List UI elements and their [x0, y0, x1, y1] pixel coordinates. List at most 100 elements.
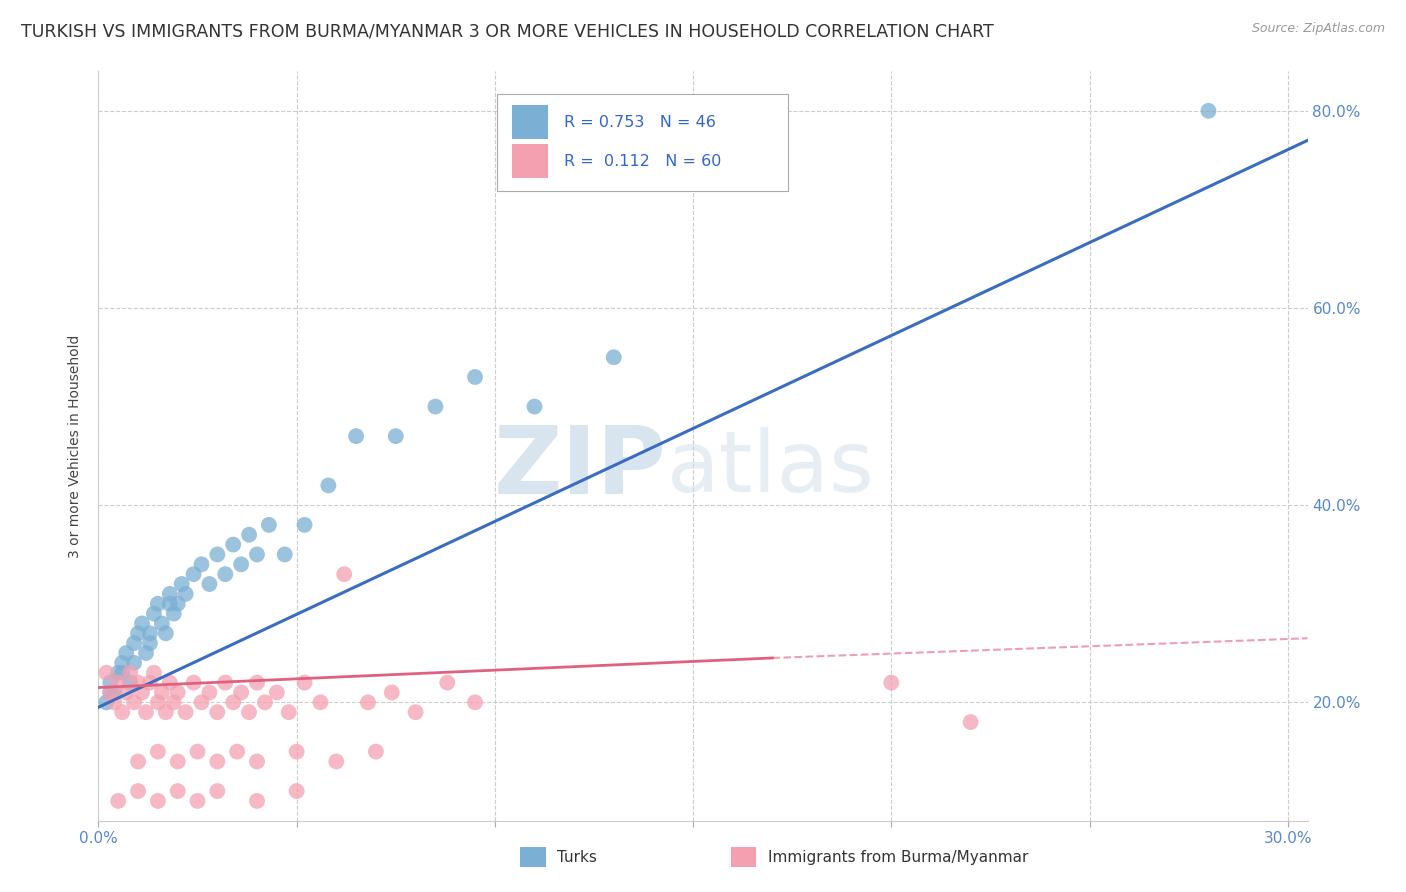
Point [139, 675, 162, 690]
Point [207, 548, 229, 562]
Point [107, 675, 129, 690]
Point [155, 705, 177, 719]
Point [166, 597, 188, 611]
Point [170, 577, 193, 591]
Point [207, 784, 229, 798]
Point [122, 695, 145, 709]
Point [436, 675, 458, 690]
Point [98, 685, 121, 699]
FancyBboxPatch shape [498, 94, 787, 191]
Text: R = 0.753   N = 46: R = 0.753 N = 46 [564, 115, 716, 130]
Point [183, 675, 205, 690]
Point [146, 794, 169, 808]
Point [226, 745, 249, 759]
Point [246, 675, 269, 690]
Point [131, 685, 153, 699]
Point [131, 616, 153, 631]
Text: TURKISH VS IMMIGRANTS FROM BURMA/MYANMAR 3 OR MORE VEHICLES IN HOUSEHOLD CORRELA: TURKISH VS IMMIGRANTS FROM BURMA/MYANMAR… [21, 22, 994, 40]
Point [150, 616, 173, 631]
Text: Immigrants from Burma/Myanmar: Immigrants from Burma/Myanmar [768, 850, 1028, 864]
Point [238, 527, 260, 541]
Point [111, 705, 134, 719]
Point [183, 567, 205, 582]
Point [166, 755, 188, 769]
Point [357, 695, 380, 709]
Point [190, 558, 212, 572]
FancyBboxPatch shape [512, 145, 548, 178]
Point [222, 695, 245, 709]
Point [603, 351, 626, 365]
Point [325, 755, 347, 769]
Point [174, 587, 197, 601]
Point [139, 636, 162, 650]
Point [115, 646, 138, 660]
Point [98, 675, 121, 690]
Point [186, 745, 208, 759]
Point [318, 478, 340, 492]
Point [277, 705, 299, 719]
Point [96, 665, 118, 680]
Point [198, 685, 221, 699]
Point [190, 695, 212, 709]
Point [135, 646, 157, 660]
Point [1198, 103, 1220, 118]
Point [127, 784, 149, 798]
Point [198, 577, 221, 591]
Point [285, 745, 308, 759]
Point [150, 685, 173, 699]
Point [166, 685, 188, 699]
Point [127, 675, 149, 690]
Point [333, 567, 356, 582]
Point [142, 665, 165, 680]
Point [122, 636, 145, 650]
Point [120, 675, 142, 690]
Point [294, 675, 316, 690]
Point [139, 626, 162, 640]
Point [174, 705, 197, 719]
Point [96, 695, 118, 709]
Point [111, 665, 134, 680]
Point [122, 656, 145, 670]
Point [381, 685, 404, 699]
Point [207, 705, 229, 719]
Point [425, 400, 447, 414]
Point [266, 685, 288, 699]
Point [207, 755, 229, 769]
Text: atlas: atlas [666, 427, 875, 510]
Point [285, 784, 308, 798]
Point [103, 685, 125, 699]
Point [214, 675, 236, 690]
Point [155, 626, 177, 640]
Point [120, 665, 142, 680]
Point [384, 429, 406, 443]
Point [309, 695, 332, 709]
Point [159, 587, 181, 601]
Point [231, 558, 253, 572]
Point [146, 597, 169, 611]
Point [98, 685, 121, 699]
Point [163, 695, 186, 709]
Point [166, 784, 188, 798]
Point [146, 695, 169, 709]
Point [127, 626, 149, 640]
Text: R =  0.112   N = 60: R = 0.112 N = 60 [564, 153, 721, 169]
Point [246, 755, 269, 769]
Point [107, 794, 129, 808]
Point [246, 548, 269, 562]
Y-axis label: 3 or more Vehicles in Household: 3 or more Vehicles in Household [69, 334, 83, 558]
Text: ZIP: ZIP [494, 423, 666, 515]
Point [364, 745, 387, 759]
Point [135, 705, 157, 719]
Point [294, 517, 316, 532]
Point [222, 538, 245, 552]
Point [163, 607, 186, 621]
Point [146, 745, 169, 759]
Point [103, 695, 125, 709]
Point [231, 685, 253, 699]
Point [253, 695, 276, 709]
Point [159, 675, 181, 690]
Point [115, 685, 138, 699]
Point [238, 705, 260, 719]
Point [186, 794, 208, 808]
Text: Turks: Turks [557, 850, 596, 864]
